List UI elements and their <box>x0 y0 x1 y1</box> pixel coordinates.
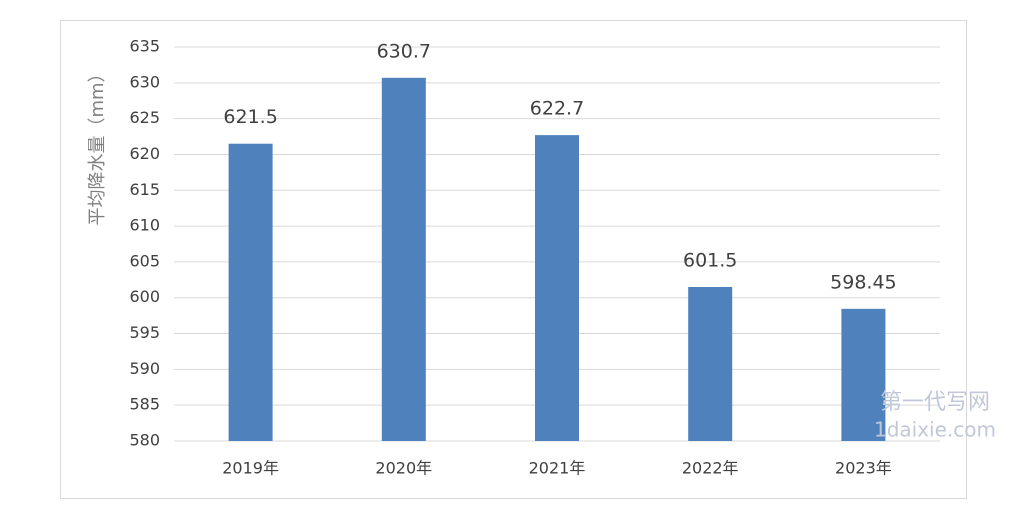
bar <box>381 77 426 441</box>
y-tick-label: 620 <box>129 144 160 163</box>
data-label: 621.5 <box>223 106 277 128</box>
y-tick-label: 580 <box>129 431 160 450</box>
y-tick-label: 590 <box>129 359 160 378</box>
y-tick-label: 610 <box>129 216 160 235</box>
x-tick-label: 2022年 <box>682 459 739 478</box>
chart-border <box>60 20 967 499</box>
bar <box>841 308 886 441</box>
x-tick-label: 2021年 <box>529 459 586 478</box>
data-label: 630.7 <box>377 40 431 62</box>
bar <box>535 135 579 441</box>
x-tick-label: 2020年 <box>375 459 432 478</box>
x-tick-label: 2019年 <box>222 459 279 478</box>
data-label: 622.7 <box>530 98 584 120</box>
x-tick-label: 2023年 <box>835 459 892 478</box>
y-tick-label: 625 <box>129 108 160 127</box>
watermark: 1daixie.com <box>874 418 996 442</box>
y-tick-label: 615 <box>129 180 160 199</box>
y-tick-label: 630 <box>129 72 160 91</box>
data-label: 598.45 <box>830 271 896 293</box>
watermark: 第一代写网 <box>880 390 990 415</box>
bar <box>688 286 733 441</box>
y-tick-label: 600 <box>129 287 160 306</box>
y-axis-label: 平均降水量（mm） <box>87 64 108 225</box>
y-tick-label: 635 <box>129 37 160 56</box>
data-label: 601.5 <box>683 249 737 271</box>
y-tick-label: 595 <box>129 323 160 342</box>
y-tick-label: 605 <box>129 251 160 270</box>
bar <box>228 143 273 441</box>
y-tick-label: 585 <box>129 395 160 414</box>
